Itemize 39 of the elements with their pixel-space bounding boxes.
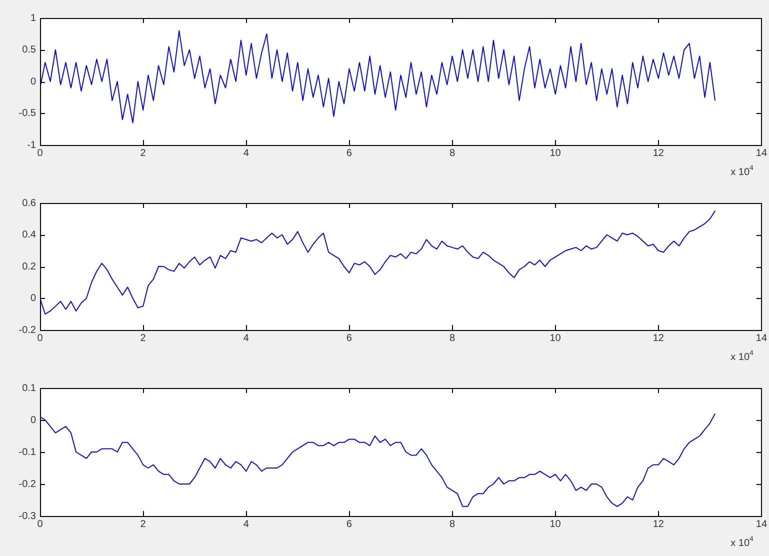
x-tick-label: 2 [140, 148, 146, 159]
x-tick-label: 10 [550, 148, 562, 159]
x-tick-label: 4 [243, 518, 250, 530]
x-tick-label: 2 [140, 518, 146, 530]
x-tick-label: 14 [756, 148, 768, 159]
x-tick-label: 2 [140, 332, 146, 344]
x-tick-label: 8 [449, 518, 456, 530]
y-tick-label: -0.1 [18, 446, 36, 458]
x-tick-label: 4 [243, 148, 250, 159]
y-tick-label: 0 [30, 414, 36, 426]
y-tick-label: 0.1 [22, 382, 36, 394]
x-tick-label: 8 [449, 332, 456, 344]
x-tick-label: 12 [652, 148, 664, 159]
x-tick-label: 0 [37, 518, 44, 530]
x-tick-label: 6 [346, 148, 352, 159]
x-tick-label: 0 [37, 332, 44, 344]
y-tick-label: 0.6 [22, 198, 36, 209]
y-tick-label: -0.5 [18, 108, 36, 119]
y-tick-label: -1 [27, 140, 36, 151]
x-tick-label: 8 [449, 148, 456, 159]
x-tick-label: 6 [346, 518, 352, 530]
y-tick-label: 0.4 [22, 230, 36, 240]
x-tick-label: 14 [756, 518, 768, 530]
y-tick-label: 0 [30, 76, 36, 88]
y-tick-label: 0 [30, 293, 36, 304]
x-tick-label: 10 [550, 332, 562, 344]
x-tick-label: 12 [652, 332, 664, 344]
x-tick-label: 4 [243, 332, 250, 344]
x-tick-label: 12 [652, 518, 664, 530]
y-tick-label: 1 [30, 12, 36, 24]
y-tick-label: 0.5 [22, 44, 36, 56]
y-tick-label: -0.3 [18, 510, 36, 522]
x-tick-label: 0 [37, 148, 44, 159]
x-tick-label: 6 [346, 332, 352, 344]
y-tick-label: 0.2 [22, 261, 36, 272]
y-tick-label: -0.2 [18, 478, 36, 490]
y-tick-label: -0.2 [18, 324, 36, 336]
x-tick-label: 10 [550, 518, 562, 530]
x-tick-label: 14 [756, 332, 768, 344]
